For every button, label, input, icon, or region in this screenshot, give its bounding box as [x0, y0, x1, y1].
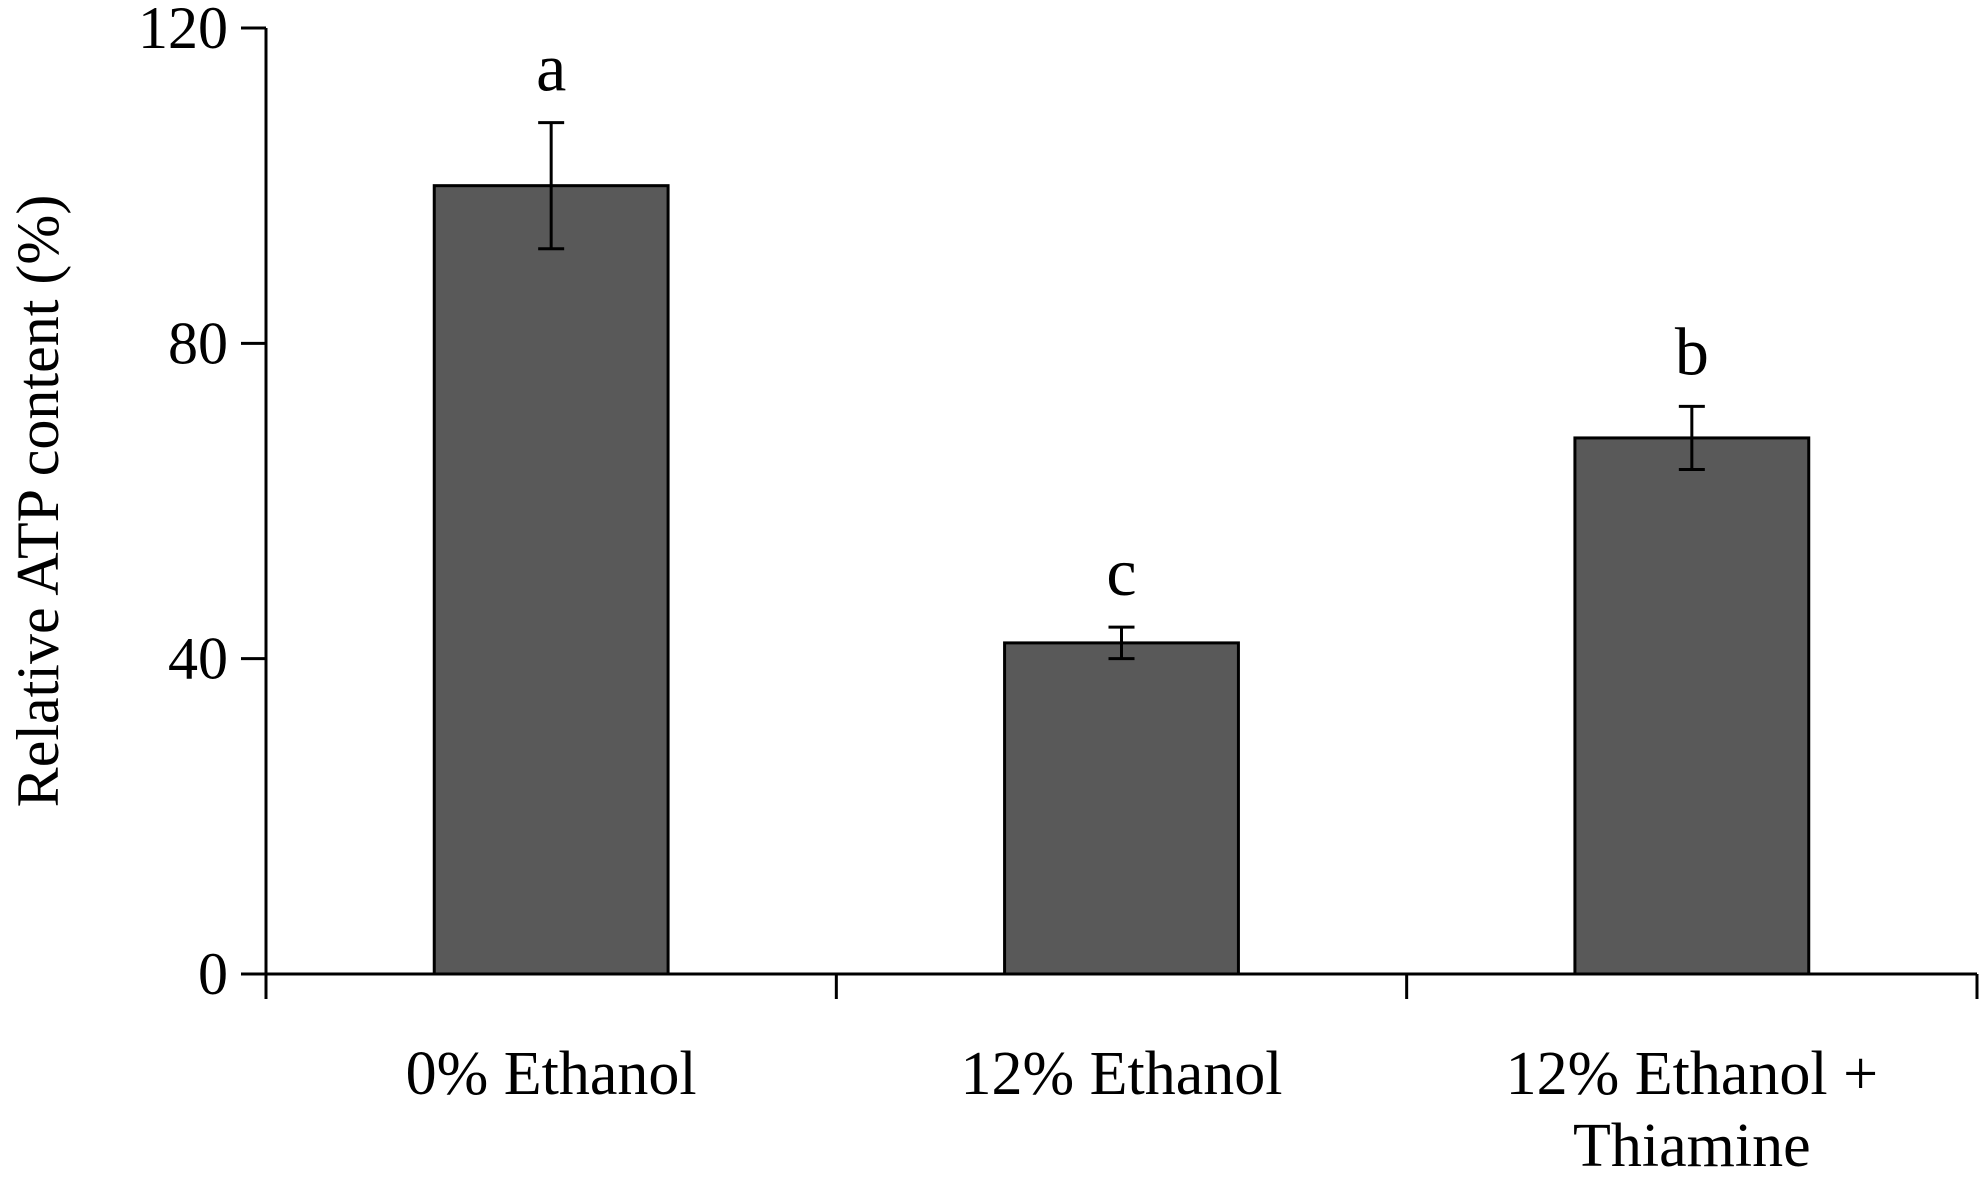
y-tick-label: 40: [168, 626, 228, 692]
y-tick-label: 0: [198, 941, 228, 1007]
y-axis-title: Relative ATP content (%): [5, 195, 71, 808]
bar: [1573, 436, 1811, 976]
bar: [432, 184, 670, 976]
error-bar: [1678, 404, 1705, 471]
x-tick-label: Thiamine: [1573, 1112, 1811, 1180]
significance-letter: b: [1675, 313, 1709, 389]
x-tick-label: 0% Ethanol: [406, 1040, 697, 1108]
y-tick-label: 120: [138, 0, 228, 61]
significance-letter: c: [1106, 534, 1136, 610]
bar: [1003, 641, 1240, 976]
x-tick-label: 12% Ethanol +: [1506, 1040, 1878, 1108]
significance-letter: a: [536, 30, 566, 106]
x-tick-label: 12% Ethanol: [961, 1040, 1283, 1108]
y-tick-label: 80: [168, 310, 228, 376]
error-bar: [1108, 625, 1135, 661]
error-bar: [538, 121, 565, 251]
